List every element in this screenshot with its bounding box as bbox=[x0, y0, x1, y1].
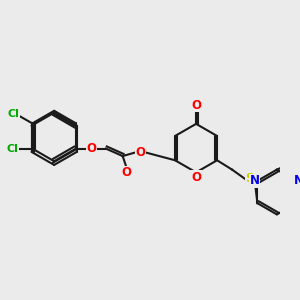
Text: S: S bbox=[245, 172, 254, 185]
Text: Cl: Cl bbox=[8, 109, 20, 119]
Text: O: O bbox=[191, 171, 201, 184]
Text: Cl: Cl bbox=[7, 144, 19, 154]
Text: O: O bbox=[191, 99, 201, 112]
Text: O: O bbox=[122, 167, 131, 179]
Text: O: O bbox=[135, 146, 146, 159]
Text: N: N bbox=[294, 174, 300, 187]
Text: N: N bbox=[250, 174, 260, 187]
Text: O: O bbox=[87, 142, 97, 155]
